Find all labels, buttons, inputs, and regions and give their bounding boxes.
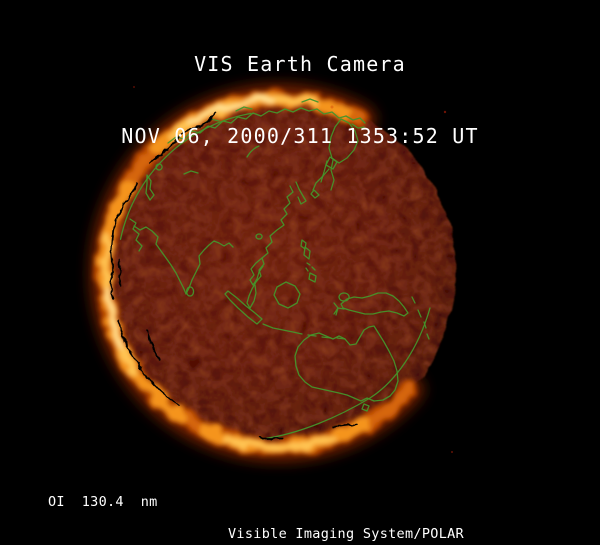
coastline-okhotsk <box>328 118 359 164</box>
coastline-chukotka <box>345 115 366 129</box>
terminator-double-dashes <box>118 259 160 360</box>
terminator-arc-left <box>110 183 138 299</box>
coastline-sulawesi <box>333 302 345 316</box>
terminator-arc-upper <box>148 111 217 165</box>
terminator-overlay <box>110 111 358 439</box>
title-timestamp: NOV 06, 2000/311 1353:52 UT <box>121 124 479 148</box>
map-limb-lower-right <box>261 307 431 440</box>
coastline-gulf-of-thailand <box>249 257 264 286</box>
coastline-sumatra <box>224 290 263 325</box>
page-title: VIS Earth Camera NOV 06, 2000/311 1353:5… <box>0 4 600 196</box>
earth-disk <box>104 96 456 448</box>
limb-glow <box>95 90 418 456</box>
credit-system: Visible Imaging System/POLAR <box>228 526 464 542</box>
coastline-tasmania <box>361 403 370 412</box>
coastline-new-guinea <box>338 292 409 317</box>
map-limb-upper-left <box>119 112 252 240</box>
wavelength-label: OI 130.4 nm <box>48 494 158 510</box>
coastline-borneo <box>273 281 301 309</box>
continent-outlines <box>119 98 431 440</box>
islands-melanesia <box>411 296 430 340</box>
coastline-philippines <box>303 246 317 283</box>
coastline-india <box>133 225 234 295</box>
coastline-korea <box>295 181 307 205</box>
credit-block: Visible Imaging System/POLAR The Univers… <box>206 494 486 545</box>
coastline-malay-east <box>249 284 257 309</box>
coastline-persian-gulf <box>129 218 143 252</box>
coastline-java-sunda <box>262 323 346 340</box>
noise-speckles <box>133 86 453 453</box>
terminator-bottom-dashes <box>259 423 358 439</box>
terminator-arc-lower-left <box>117 318 179 407</box>
title-instrument: VIS Earth Camera <box>194 52 406 76</box>
coastline-sri-lanka <box>185 286 195 297</box>
coastline-china-vietnam-malay <box>246 185 294 309</box>
coastline-australia <box>294 325 399 402</box>
coastline-kamchatka <box>330 159 335 191</box>
coastline-japan <box>310 156 338 199</box>
coastline-hainan <box>255 233 263 240</box>
